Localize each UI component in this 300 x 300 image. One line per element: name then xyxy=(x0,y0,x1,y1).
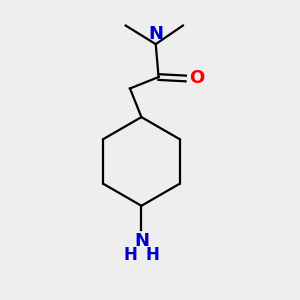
Text: H: H xyxy=(146,246,160,264)
Text: O: O xyxy=(189,70,204,88)
Text: N: N xyxy=(148,25,163,43)
Text: N: N xyxy=(134,232,149,250)
Text: H: H xyxy=(123,246,137,264)
